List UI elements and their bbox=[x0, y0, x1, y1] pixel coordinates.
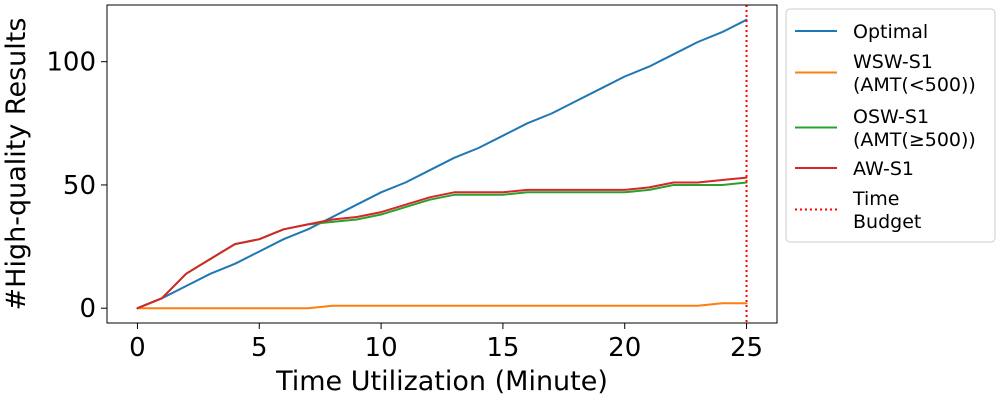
x-tick-label-5: 25 bbox=[730, 333, 763, 363]
x-tick-label-1: 5 bbox=[251, 333, 268, 363]
legend-label-line: WSW-S1 bbox=[853, 51, 933, 73]
y-tick-label-2: 100 bbox=[46, 48, 96, 78]
legend-label-series-2: OSW-S1 (AMT(≥500)) bbox=[853, 106, 976, 151]
x-tick-label-2: 10 bbox=[365, 333, 398, 363]
x-tick-label-0: 0 bbox=[129, 333, 146, 363]
legend-label-series-3: AW-S1 bbox=[853, 158, 914, 180]
series-line-0 bbox=[136, 18, 748, 310]
y-tick-label-1: 50 bbox=[63, 171, 96, 201]
legend-label-line: (AMT(<500)) bbox=[853, 74, 976, 96]
series-line-1 bbox=[136, 302, 748, 310]
plot-area bbox=[136, 5, 748, 323]
legend-label-line: AW-S1 bbox=[853, 158, 914, 180]
y-axis: 0 50 100 bbox=[46, 48, 107, 324]
axes-frame bbox=[106, 4, 778, 324]
legend-label-series-1: WSW-S1 (AMT(<500)) bbox=[853, 51, 976, 96]
legend-label-line: OSW-S1 bbox=[853, 106, 929, 128]
legend-label-line: Time bbox=[852, 188, 900, 210]
x-tick-label-3: 15 bbox=[486, 333, 519, 363]
y-axis-label: #High-quality Results bbox=[1, 18, 32, 311]
legend-label-line: Budget bbox=[853, 211, 921, 233]
legend-frame bbox=[785, 8, 996, 243]
y-tick-label-0: 0 bbox=[79, 294, 96, 324]
x-axis-label: Time Utilization (Minute) bbox=[275, 366, 608, 397]
legend: Optimal WSW-S1 (AMT(<500)) OSW-S1 (AMT(≥500)… bbox=[785, 8, 996, 243]
legend-label-time-budget: Time Budget bbox=[852, 188, 921, 233]
legend-label-line: Optimal bbox=[853, 21, 928, 43]
series-line-3 bbox=[136, 176, 748, 310]
series-line-2 bbox=[136, 181, 748, 310]
x-axis: 0 5 10 15 20 25 bbox=[129, 323, 763, 363]
legend-label-series-0: Optimal bbox=[853, 21, 928, 43]
x-tick-label-4: 20 bbox=[608, 333, 641, 363]
legend-label-line: (AMT(≥500)) bbox=[853, 129, 976, 151]
